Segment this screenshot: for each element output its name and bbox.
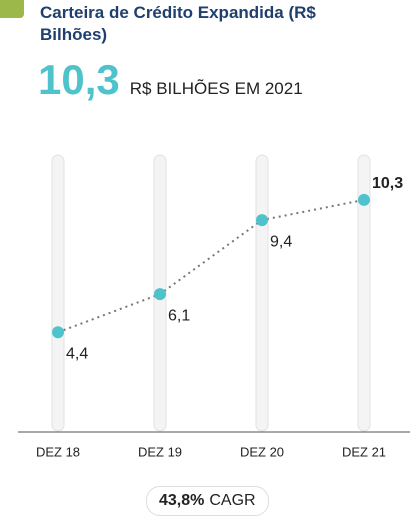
cagr-pill: 43,8% CAGR <box>146 486 269 516</box>
x-tick-label: DEZ 19 <box>138 444 182 459</box>
value-label: 9,4 <box>270 233 292 250</box>
value-label: 10,3 <box>372 175 403 192</box>
cagr-label: CAGR <box>209 492 256 509</box>
x-tick-label: DEZ 21 <box>342 444 386 459</box>
point <box>256 214 268 227</box>
x-tick-label: DEZ 20 <box>240 444 284 459</box>
column-track <box>51 154 65 432</box>
value-label: 6,1 <box>168 307 190 324</box>
marker <box>0 0 24 18</box>
x-tick-label: DEZ 18 <box>36 444 80 459</box>
point <box>358 193 370 206</box>
point <box>52 326 64 339</box>
value-label: 4,4 <box>66 345 88 362</box>
column-track <box>357 154 371 432</box>
cagr-value: 43,8% <box>159 492 205 509</box>
headline: 10,3 R$ BILHÕES EM 2021 <box>38 56 303 104</box>
headline-label: R$ BILHÕES EM 2021 <box>129 79 303 98</box>
line <box>57 198 365 334</box>
chart-title: Carteira de Crédito Expandida (R$ Bilhõe… <box>40 3 316 44</box>
headline-value: 10,3 <box>38 56 120 103</box>
column-track <box>255 154 269 432</box>
point <box>154 288 166 301</box>
